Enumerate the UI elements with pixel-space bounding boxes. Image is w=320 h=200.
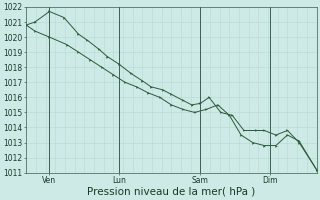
X-axis label: Pression niveau de la mer( hPa ): Pression niveau de la mer( hPa ) bbox=[87, 187, 255, 197]
